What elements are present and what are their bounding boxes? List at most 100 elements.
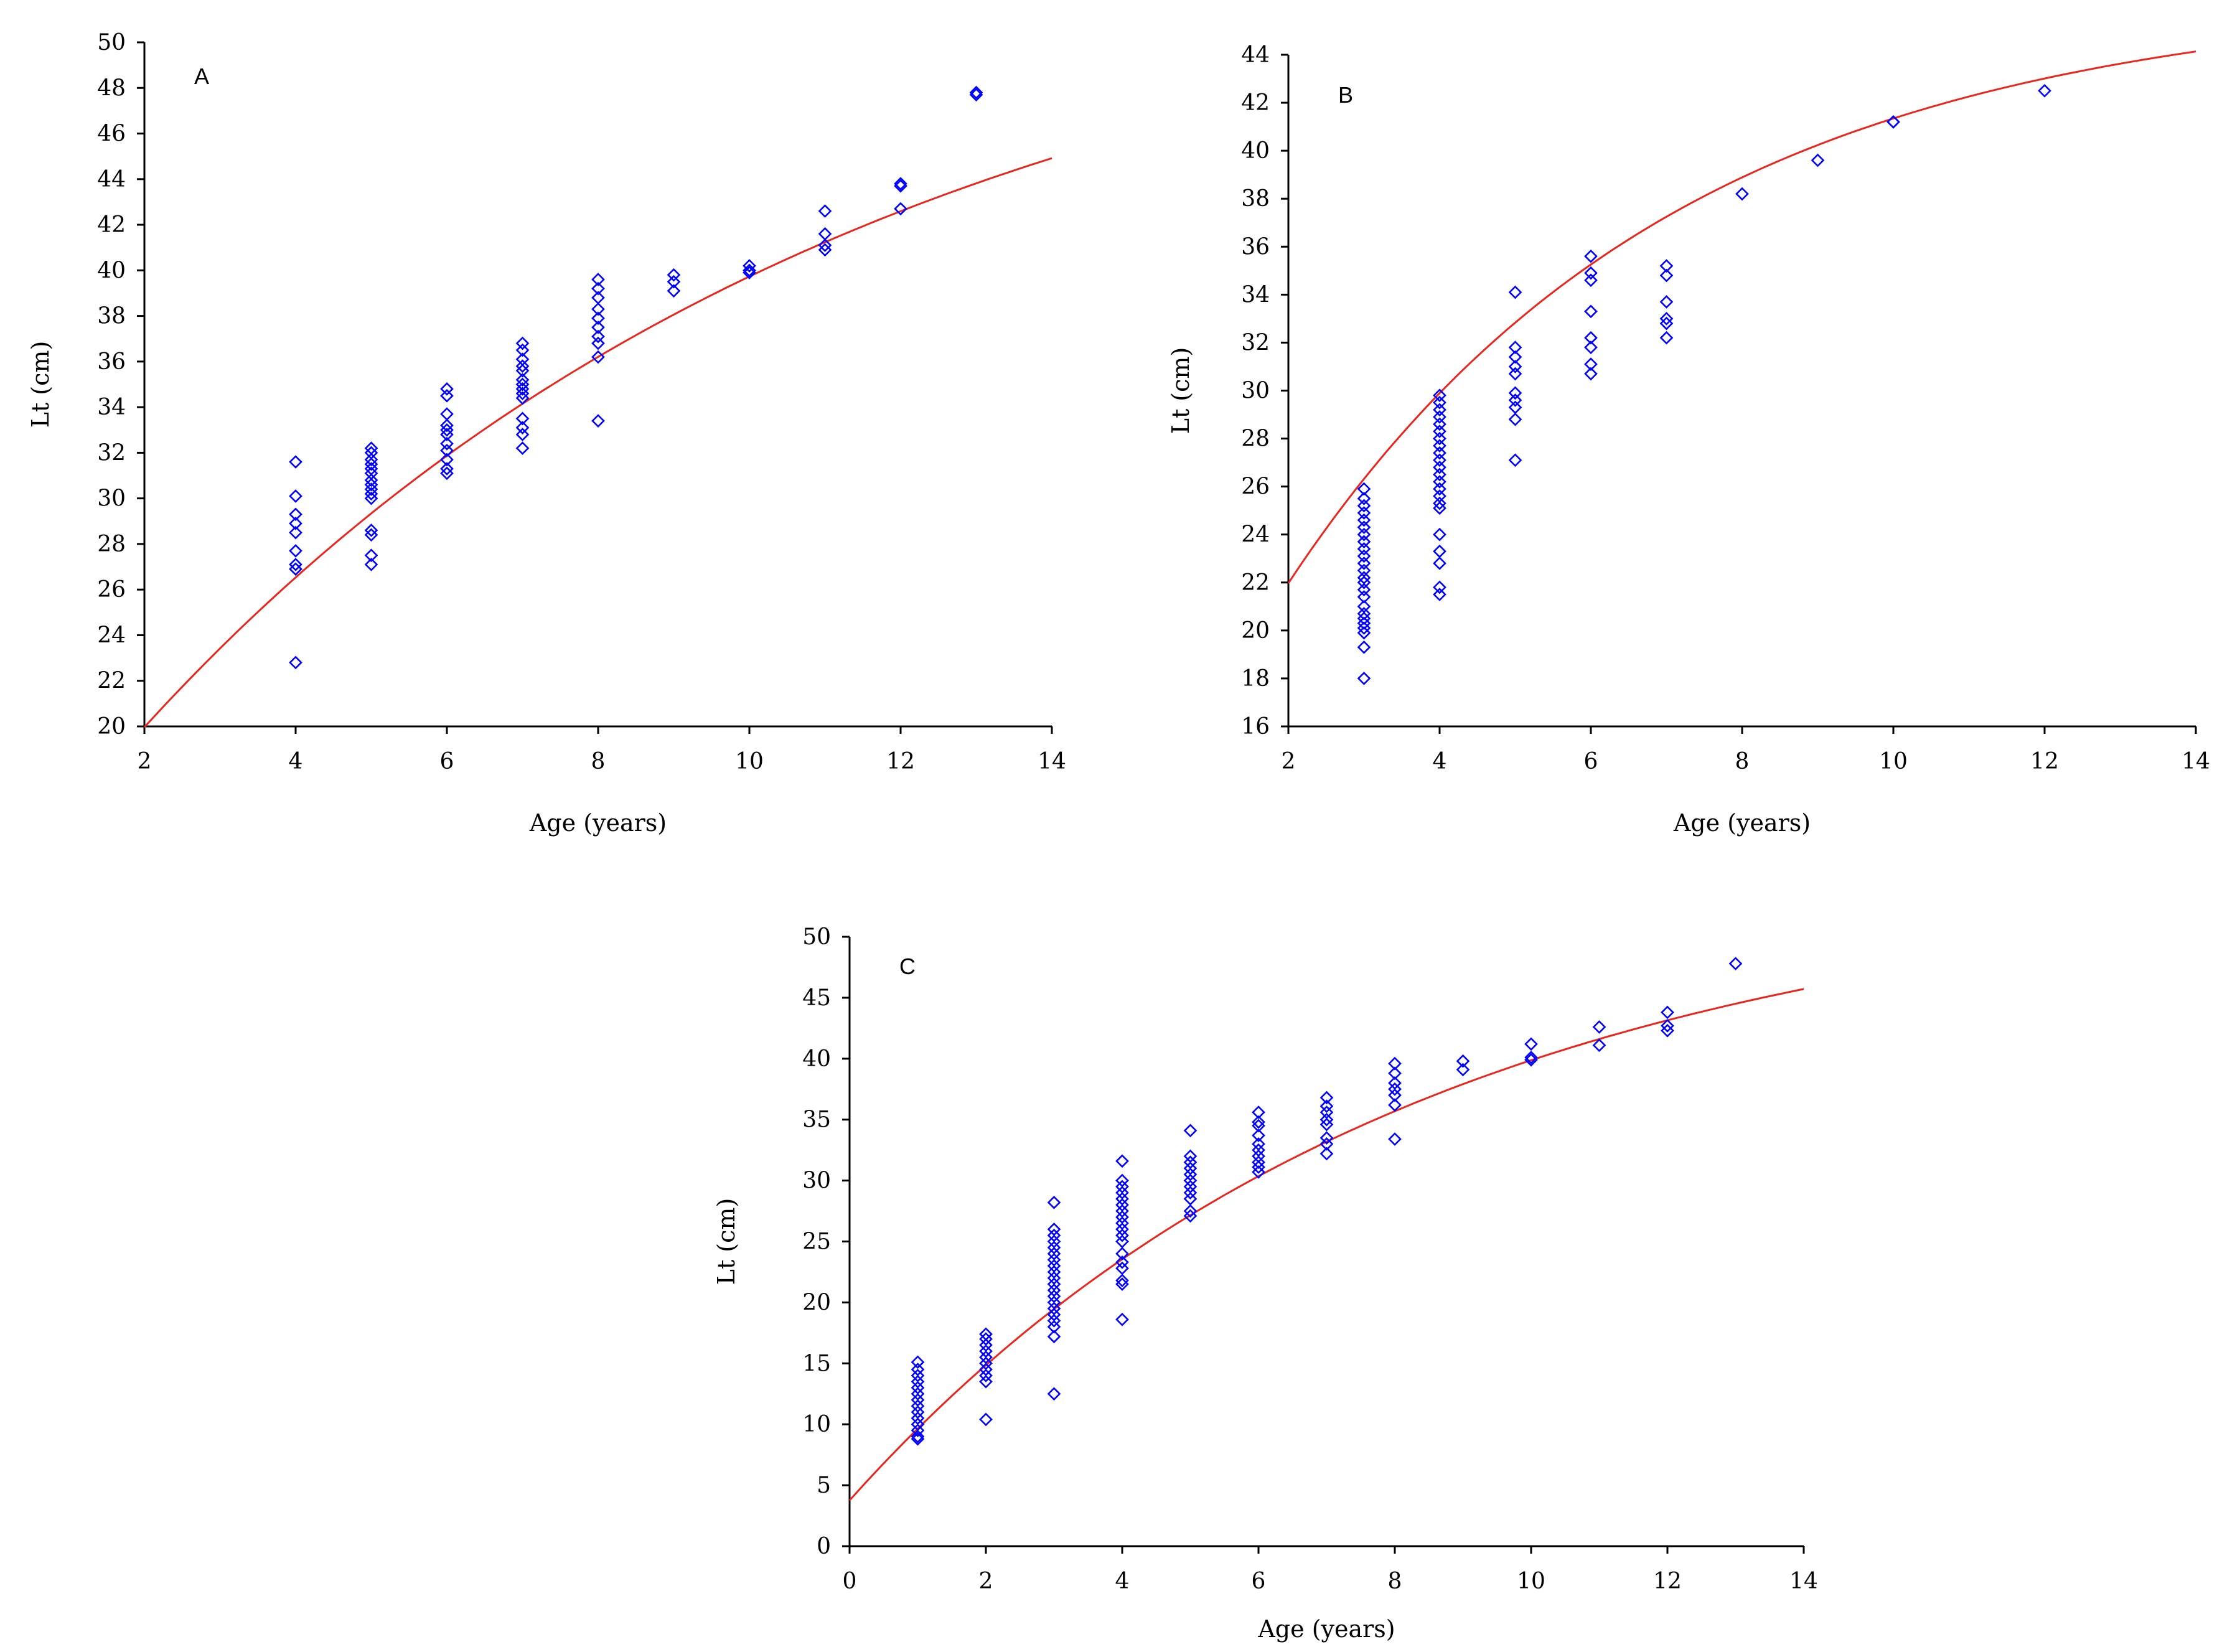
data-point bbox=[1661, 1019, 1674, 1033]
y-tick-label: 16 bbox=[1241, 714, 1270, 739]
panel-letter: B bbox=[1338, 82, 1353, 108]
x-tick-label: 2 bbox=[1282, 749, 1296, 774]
y-tick-label: 30 bbox=[802, 1168, 831, 1194]
data-point bbox=[1433, 403, 1446, 417]
y-axis-title: Lt (cm) bbox=[1167, 347, 1194, 434]
data-point bbox=[979, 1369, 993, 1382]
data-point bbox=[1456, 1054, 1470, 1068]
data-point bbox=[1433, 425, 1446, 438]
y-tick-label: 26 bbox=[1241, 474, 1270, 500]
x-axis-title: Age (years) bbox=[529, 809, 667, 837]
data-point bbox=[1659, 295, 1674, 309]
data-point bbox=[515, 377, 530, 392]
y-tick-label: 20 bbox=[1241, 618, 1270, 644]
x-tick-label: 6 bbox=[1584, 749, 1598, 774]
x-tick-label: 2 bbox=[138, 749, 152, 774]
data-point bbox=[894, 202, 907, 216]
data-point bbox=[364, 487, 378, 501]
data-point bbox=[1388, 1088, 1402, 1102]
data-point bbox=[1047, 1387, 1061, 1401]
data-point bbox=[1183, 1209, 1198, 1223]
x-axis-title: Age (years) bbox=[1257, 1615, 1395, 1643]
data-point bbox=[1433, 431, 1446, 446]
data-point bbox=[1357, 616, 1371, 631]
y-tick-label: 45 bbox=[802, 985, 831, 1011]
data-point bbox=[911, 1429, 925, 1443]
data-point bbox=[515, 441, 530, 455]
data-point bbox=[364, 453, 378, 467]
data-point bbox=[1319, 1147, 1334, 1161]
data-point bbox=[894, 177, 907, 190]
data-point bbox=[818, 204, 832, 218]
data-point bbox=[1508, 386, 1522, 400]
data-point bbox=[1357, 513, 1371, 527]
data-point bbox=[1388, 1056, 1402, 1071]
data-point bbox=[440, 428, 454, 441]
data-point bbox=[1252, 1119, 1265, 1133]
data-point bbox=[289, 455, 302, 469]
data-point bbox=[1508, 400, 1522, 415]
data-point bbox=[515, 373, 530, 387]
data-point bbox=[515, 421, 530, 434]
data-point bbox=[1047, 1330, 1061, 1344]
data-point bbox=[894, 179, 907, 193]
y-tick-label: 30 bbox=[1241, 378, 1270, 404]
data-point bbox=[515, 336, 530, 350]
x-tick-label: 6 bbox=[1252, 1569, 1266, 1594]
data-point bbox=[515, 428, 530, 441]
data-point bbox=[1388, 1132, 1402, 1146]
y-tick-label: 32 bbox=[1241, 330, 1270, 355]
y-tick-label: 20 bbox=[97, 714, 126, 739]
data-point bbox=[591, 273, 605, 286]
data-point bbox=[1183, 1186, 1198, 1200]
data-point bbox=[1319, 1091, 1334, 1105]
data-point bbox=[1811, 153, 1825, 167]
y-tick-label: 40 bbox=[802, 1046, 831, 1072]
data-point bbox=[1433, 439, 1446, 453]
data-point bbox=[515, 343, 530, 357]
data-point bbox=[1357, 575, 1371, 589]
y-tick-label: 26 bbox=[97, 577, 126, 603]
data-point bbox=[1252, 1129, 1265, 1142]
data-point bbox=[1357, 527, 1371, 542]
data-point bbox=[818, 243, 832, 257]
x-axis-title: Age (years) bbox=[1673, 809, 1811, 837]
data-point bbox=[1357, 549, 1371, 563]
data-point bbox=[591, 336, 605, 350]
data-point bbox=[743, 259, 756, 273]
data-point bbox=[440, 436, 454, 451]
data-point bbox=[1252, 1165, 1265, 1179]
data-point bbox=[1357, 535, 1371, 549]
y-tick-label: 38 bbox=[1241, 186, 1270, 212]
data-point bbox=[1433, 475, 1446, 489]
data-point bbox=[515, 364, 530, 378]
data-point bbox=[1433, 527, 1446, 542]
x-tick-label: 8 bbox=[1735, 749, 1750, 774]
data-point bbox=[1659, 316, 1674, 331]
data-point bbox=[743, 263, 756, 278]
data-point bbox=[1357, 607, 1371, 621]
y-axis-title: Lt (cm) bbox=[27, 341, 54, 428]
y-tick-label: 40 bbox=[1241, 138, 1270, 164]
data-point bbox=[515, 411, 530, 426]
y-tick-label: 25 bbox=[802, 1229, 831, 1255]
data-point bbox=[591, 311, 605, 326]
data-point bbox=[1115, 1277, 1129, 1291]
data-point bbox=[364, 457, 378, 471]
data-point bbox=[515, 391, 530, 405]
y-axis-title: Lt (cm) bbox=[713, 1198, 740, 1285]
y-tick-label: 38 bbox=[97, 304, 126, 329]
data-point bbox=[1433, 446, 1446, 460]
data-point bbox=[911, 1432, 925, 1446]
x-tick-label: 10 bbox=[735, 749, 764, 774]
y-tick-label: 20 bbox=[802, 1290, 831, 1315]
data-point bbox=[911, 1355, 925, 1369]
data-point bbox=[1357, 583, 1371, 597]
data-point bbox=[1456, 1063, 1470, 1077]
data-point bbox=[1115, 1247, 1129, 1260]
data-point bbox=[1047, 1196, 1061, 1209]
data-point bbox=[289, 558, 302, 571]
